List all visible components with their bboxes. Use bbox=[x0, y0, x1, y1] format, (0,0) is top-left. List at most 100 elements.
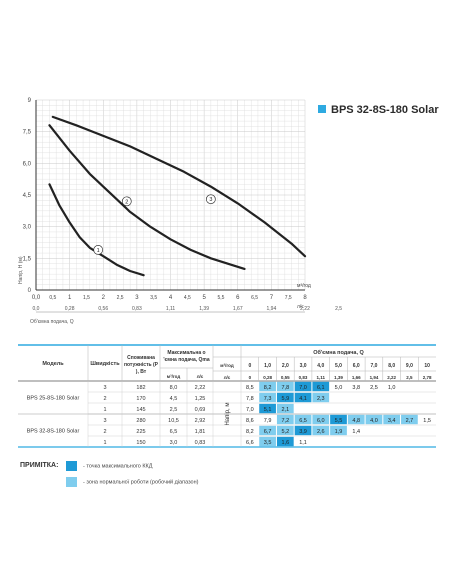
cell-highlight bbox=[276, 436, 294, 447]
chart-grid bbox=[35, 99, 306, 291]
cell-qmax-m3h: 2,5 bbox=[170, 407, 178, 413]
cell-head: 3,4 bbox=[388, 418, 396, 424]
x2-tick-label: 2,22 bbox=[300, 306, 310, 312]
cell-power: 225 bbox=[136, 429, 145, 435]
cell-highlight bbox=[312, 392, 330, 403]
y-tick-label: 7,5 bbox=[23, 130, 32, 136]
x-tick-label: 0,5 bbox=[49, 295, 56, 301]
cell-highlight bbox=[401, 414, 418, 425]
x-tick-label: 1,5 bbox=[83, 295, 90, 301]
cell-head: 8,2 bbox=[246, 429, 254, 435]
cell-head: 7,9 bbox=[264, 418, 272, 424]
y-tick-label: 9 bbox=[28, 98, 32, 104]
cell-head: 6,1 bbox=[317, 385, 325, 391]
cell-head: 2,1 bbox=[281, 407, 289, 413]
header-flow-ls: л/с bbox=[224, 375, 231, 380]
flow-ls-value: 1,39 bbox=[334, 375, 343, 380]
x-tick-label: 5 bbox=[202, 295, 206, 301]
x-tick-label: 6 bbox=[236, 295, 240, 301]
cell-highlight bbox=[276, 414, 294, 425]
chart-labels: 1 2 3 bbox=[93, 194, 216, 255]
x2-tick-label: 0,0 bbox=[33, 306, 40, 312]
y-tick-label: 0 bbox=[28, 288, 32, 294]
header-flow-m3h: м³/год bbox=[220, 363, 234, 368]
flow-m3h-value: 1,0 bbox=[264, 363, 271, 369]
flow-ls-value: 0,83 bbox=[299, 375, 308, 380]
cell-head: 2,7 bbox=[406, 418, 414, 424]
header-qmax-1: Максимальна о bbox=[167, 350, 205, 356]
pump-curve-chart: 0 1,5 3,0 4,5 6,0 7,5 9 0,0 0,5 1 1,5 2 2,5 3 3,5 4 4,5 5… bbox=[18, 98, 342, 325]
flow-ls-value: 0,55 bbox=[281, 375, 290, 380]
chart-title-text: BPS 32-8S-180 Solar bbox=[331, 104, 439, 116]
cell-qmax-m3h: 6,5 bbox=[170, 429, 178, 435]
x-axis-title: Об'ємна подача, Q bbox=[30, 319, 74, 325]
flow-m3h-value: 7,0 bbox=[370, 363, 377, 369]
curve-label-2: 2 bbox=[125, 199, 128, 205]
cell-highlight bbox=[312, 425, 330, 436]
cell-power: 150 bbox=[136, 440, 145, 446]
curve-marker-1 bbox=[93, 245, 104, 255]
cell-highlight bbox=[276, 392, 294, 403]
cell-head: 7,8 bbox=[281, 385, 289, 391]
flow-m3h-value: 10 bbox=[424, 363, 430, 369]
cell-qmax-m3h: 3,0 bbox=[170, 440, 178, 446]
cell-qmax-m3h: 4,5 bbox=[170, 396, 178, 402]
cell-highlight bbox=[259, 403, 276, 414]
x-tick-label: 2,5 bbox=[117, 295, 124, 301]
cell-head: 4,8 bbox=[352, 418, 360, 424]
cell-head: 1,5 bbox=[423, 418, 431, 424]
cell-head: 4,1 bbox=[299, 396, 307, 402]
header-speed: Швидкість bbox=[90, 361, 120, 367]
cell-head: 6,7 bbox=[264, 429, 272, 435]
x-tick-label: 1 bbox=[68, 295, 72, 301]
flow-ls-value: 1,94 bbox=[370, 375, 379, 380]
x2-tick-label: 1,11 bbox=[166, 306, 176, 312]
cell-speed: 3 bbox=[103, 385, 106, 391]
flow-m3h-value: 3,0 bbox=[300, 363, 307, 369]
cell-highlight bbox=[294, 392, 312, 403]
y-tick-label: 1,5 bbox=[23, 256, 32, 262]
cell-highlight bbox=[383, 414, 401, 425]
cell-highlight bbox=[259, 436, 276, 447]
cell-speed: 2 bbox=[103, 396, 106, 402]
x-tick-label: 7,5 bbox=[285, 295, 292, 301]
cell-highlight bbox=[312, 414, 330, 425]
cell-power: 170 bbox=[136, 396, 145, 402]
legend-max-label: - точка максимального ККД bbox=[83, 463, 153, 470]
cell-head: 8,6 bbox=[246, 418, 254, 424]
x2-tick-label: 0,28 bbox=[65, 306, 75, 312]
curve-label-3: 3 bbox=[209, 197, 212, 203]
cell-highlight bbox=[294, 425, 312, 436]
x2-tick-label: 1,39 bbox=[199, 306, 209, 312]
series-line-3 bbox=[51, 115, 307, 258]
flow-m3h-value: 9,0 bbox=[406, 363, 413, 369]
cell-qmax-ls: 2,22 bbox=[195, 385, 206, 391]
cell-head: 7,3 bbox=[264, 396, 272, 402]
flow-m3h-value: 8,0 bbox=[388, 363, 395, 369]
x-unit-label: м³/год bbox=[297, 283, 311, 289]
cell-qmax-ls: 0,69 bbox=[195, 407, 206, 413]
cell-power: 280 bbox=[136, 418, 145, 424]
cell-head: 7,2 bbox=[281, 418, 289, 424]
legend-max-efficiency: - точка максимального ККД bbox=[66, 461, 152, 471]
cell-highlight bbox=[259, 381, 276, 392]
x-tick-label: 7 bbox=[270, 295, 274, 301]
y-tick-label: 6,0 bbox=[23, 161, 32, 167]
y-axis-title: Напір, H (м) bbox=[18, 256, 24, 284]
cell-highlight bbox=[330, 425, 347, 436]
cell-head: 5,9 bbox=[281, 396, 289, 402]
cell-highlight bbox=[294, 381, 312, 392]
cell-model: BPS 32-8S-180 Solar bbox=[27, 429, 80, 435]
cell-qmax-ls: 0,83 bbox=[195, 440, 206, 446]
cell-head: 2,3 bbox=[317, 396, 325, 402]
cell-head: 2,5 bbox=[370, 385, 378, 391]
cell-head: 6,5 bbox=[299, 418, 307, 424]
legend-normal-zone: - зона нормальної роботи (робочий діапаз… bbox=[66, 477, 198, 487]
legend-swatch-max bbox=[66, 461, 77, 471]
header-flow: Об'ємна подача, Q bbox=[313, 349, 364, 356]
cell-qmax-ls: 2,92 bbox=[195, 418, 206, 424]
x-tick-label: 2 bbox=[102, 295, 106, 301]
legend-note: ПРИМІТКА: bbox=[20, 462, 59, 469]
header-qmax-m3h: м³/год bbox=[167, 374, 181, 379]
cell-head: 1,9 bbox=[335, 429, 343, 435]
